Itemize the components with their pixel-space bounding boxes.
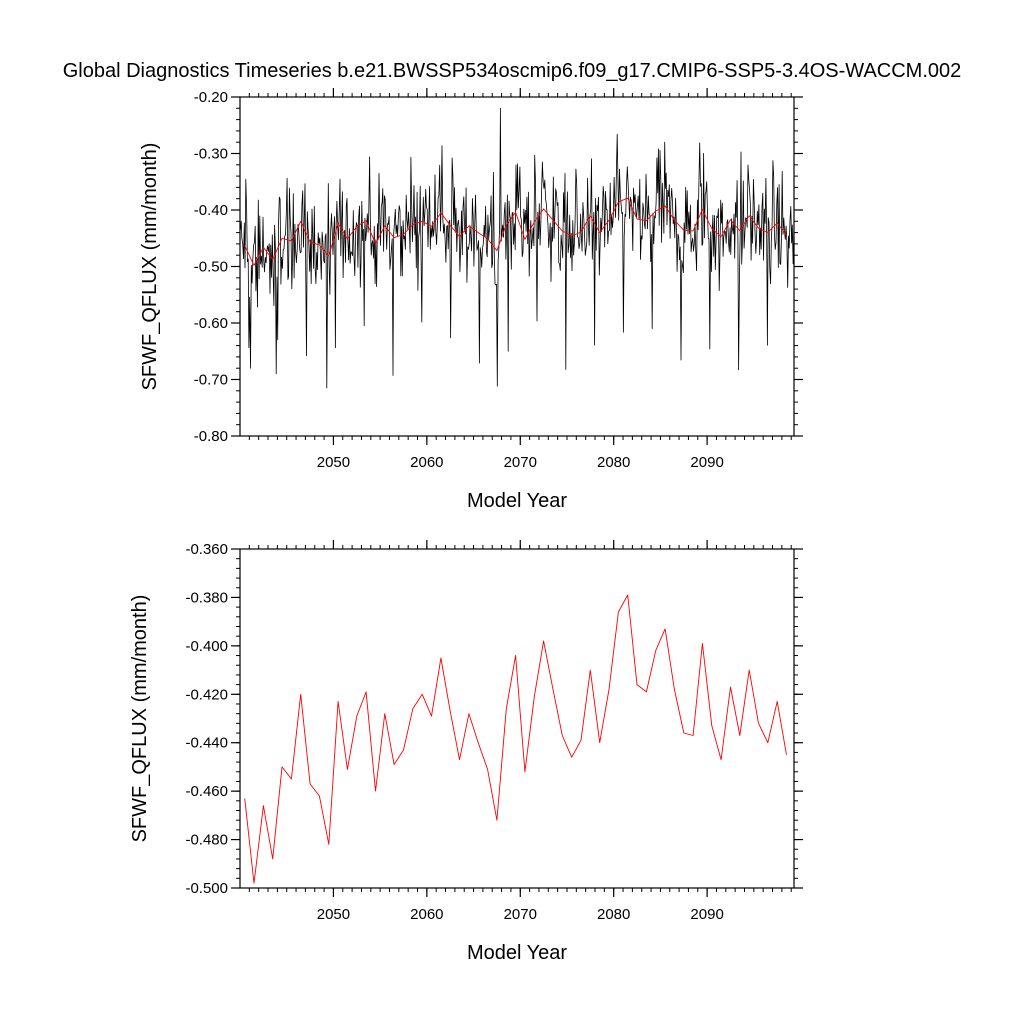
y-tick-label: -0.460 [185, 783, 228, 800]
x-tick-label: 2080 [597, 454, 630, 471]
plot-frame [239, 548, 795, 889]
x-tick-label: 2050 [317, 454, 350, 471]
x-tick-label: 2070 [504, 906, 537, 923]
y-tick-label: -0.20 [194, 89, 228, 106]
chart-panel-2: -0.500 -0.480 -0.460 -0.440 -0.420 -0.400 -0.3… [129, 540, 803, 964]
y-tick-label: -0.500 [185, 880, 228, 897]
figure-title: Global Diagnostics Timeseries b.e21.BWSS… [62, 60, 962, 82]
y-tick-label: -0.30 [194, 146, 228, 163]
series-line-annual [244, 197, 787, 266]
x-tick-label: 2090 [690, 906, 723, 923]
series-line-monthly [240, 107, 795, 389]
x-tick-label: 2090 [690, 454, 723, 471]
y-tick-label: -0.400 [185, 638, 228, 655]
x-tick-label: 2060 [410, 906, 443, 923]
y-tick-label: -0.360 [185, 541, 228, 558]
y-tick-label: -0.480 [185, 832, 228, 849]
y-tick-label: -0.380 [185, 589, 228, 606]
y-tick-label: -0.50 [194, 259, 228, 276]
y-tick-label: -0.40 [194, 202, 228, 219]
y-tick-label: -0.70 [194, 372, 228, 389]
y-tick-label: -0.80 [194, 428, 228, 445]
y-axis-label: SFWF_QFLUX (mm/month) [129, 595, 151, 843]
x-axis-label: Model Year [467, 490, 567, 512]
x-tick-label: 2070 [504, 454, 537, 471]
x-tick-label: 2080 [597, 906, 630, 923]
chart-panel-1: -0.80 -0.70 -0.60 -0.50 -0.40 -0.30 -0.20 2050 2… [139, 88, 803, 512]
y-tick-label: -0.420 [185, 686, 228, 703]
y-tick-label: -0.440 [185, 735, 228, 752]
x-axis-label: Model Year [467, 942, 567, 964]
y-axis-label: SFWF_QFLUX (mm/month) [139, 143, 161, 391]
y-tick-label: -0.60 [194, 315, 228, 332]
x-tick-label: 2050 [317, 906, 350, 923]
series-line-annual [244, 594, 787, 884]
x-tick-label: 2060 [410, 454, 443, 471]
